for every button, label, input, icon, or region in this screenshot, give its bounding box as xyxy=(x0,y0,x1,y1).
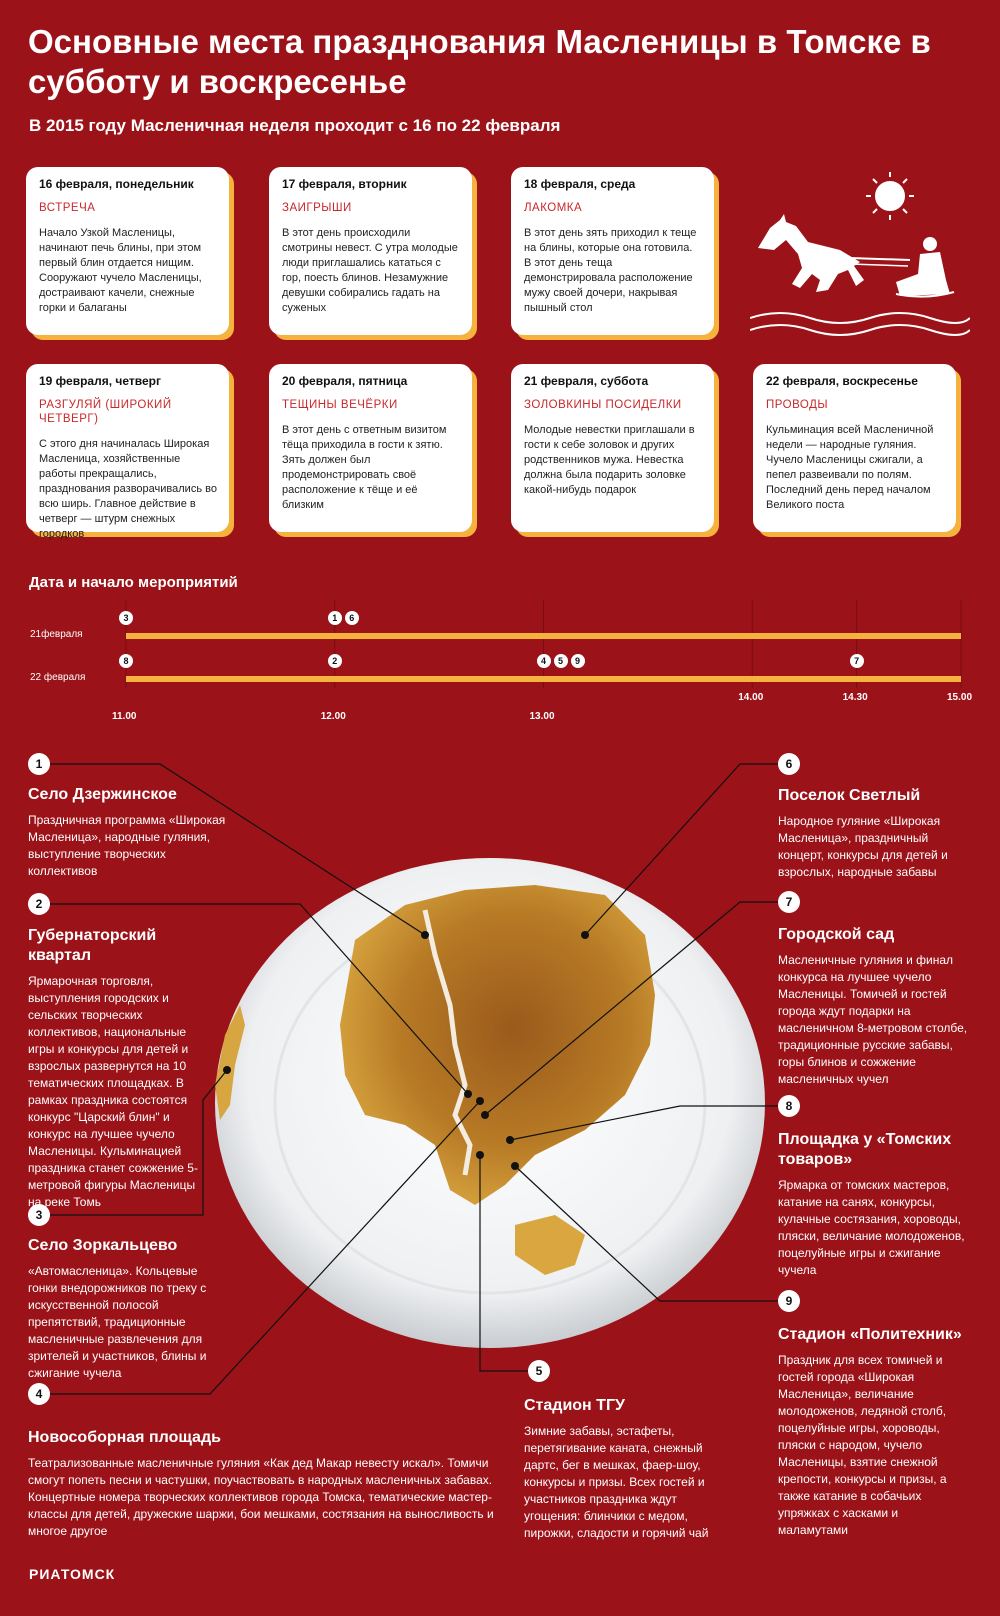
timeline-title: Дата и начало мероприятий xyxy=(29,574,238,591)
location-text: Праздничная программа «Широкая Масленица… xyxy=(28,813,226,878)
timeline-tick-label: 14.00 xyxy=(738,692,764,703)
day-text: В этот день зять приходил к теще на блин… xyxy=(524,227,697,314)
timeline-marker: 6 xyxy=(344,611,359,625)
location-name: Поселок Светлый xyxy=(778,787,921,804)
timeline-tick-label: 11.00 xyxy=(112,711,137,722)
location-2: Губернаторский квартал Ярмарочная торгов… xyxy=(28,926,208,1211)
location-name: Площадка у «Томских товаров» xyxy=(778,1131,952,1168)
location-text: «Автомасленица». Кольцевые гонки внедоро… xyxy=(28,1264,207,1380)
location-1: Село Дзержинское Праздничная программа «… xyxy=(28,785,238,880)
day-text: Кульминация всей Масленичной недели — на… xyxy=(766,424,934,511)
day-name: ЗОЛОВКИНЫ ПОСИДЕЛКИ xyxy=(524,399,682,411)
day-date: 17 февраля, вторник xyxy=(282,177,407,191)
timeline-marker: 3 xyxy=(119,611,133,625)
day-text: С этого дня начиналась Широкая Масленица… xyxy=(39,438,217,540)
day-card-1: 16 февраля, понедельник ВСТРЕЧА Начало У… xyxy=(26,167,229,335)
brand-logo: РИАТОМСК xyxy=(29,1566,116,1582)
day-name: ВСТРЕЧА xyxy=(39,202,96,214)
day-text: В этот день происходили смотрины невест.… xyxy=(282,227,458,314)
day-name: ЗАИГРЫШИ xyxy=(282,202,352,214)
location-badge-7: 7 xyxy=(778,891,800,913)
location-name: Новособорная площадь xyxy=(28,1429,221,1446)
location-4: Новособорная площадь Театрализованные ма… xyxy=(28,1428,498,1540)
location-name: Стадион ТГУ xyxy=(524,1397,625,1414)
location-9: Стадион «Политехник» Праздник для всех т… xyxy=(778,1325,970,1539)
page-subtitle: В 2015 году Масленичная неделя проходит … xyxy=(29,116,561,135)
timeline-marker: 8 xyxy=(119,654,133,668)
timeline-marker: 9 xyxy=(570,654,585,668)
timeline-row-label: 22 февраля xyxy=(30,672,86,683)
day-name: ТЕЩИНЫ ВЕЧЁРКИ xyxy=(282,399,398,411)
location-text: Народное гуляние «Широкая Масленица», пр… xyxy=(778,814,948,879)
day-card-3: 18 февраля, среда ЛАКОМКА В этот день зя… xyxy=(511,167,714,335)
timeline-bar xyxy=(126,676,961,682)
location-8: Площадка у «Томских товаров» Ярмарка от … xyxy=(778,1130,970,1279)
day-date: 18 февраля, среда xyxy=(524,177,636,191)
location-badge-6: 6 xyxy=(778,753,800,775)
sun-icon xyxy=(866,172,914,220)
timeline-tick-label: 13.00 xyxy=(529,711,555,722)
page-title: Основные места празднования Масленицы в … xyxy=(28,23,931,100)
location-badge-4: 4 xyxy=(28,1383,50,1405)
location-5: Стадион ТГУ Зимние забавы, эстафеты, пер… xyxy=(524,1396,734,1542)
location-3: Село Зоркальцево «Автомасленица». Кольце… xyxy=(28,1236,224,1382)
day-card-7: 22 февраля, воскресенье ПРОВОДЫ Кульмина… xyxy=(753,364,956,532)
day-card-4: 19 февраля, четверг РАЗГУЛЯЙ (ШИРОКИЙ ЧЕ… xyxy=(26,364,229,540)
day-date: 19 февраля, четверг xyxy=(39,374,161,388)
location-badge-5: 5 xyxy=(528,1360,550,1382)
timeline-marker: 7 xyxy=(849,654,864,668)
timeline-marker: 4 xyxy=(536,654,551,668)
location-name: Село Зоркальцево xyxy=(28,1237,178,1254)
day-date: 20 февраля, пятница xyxy=(282,374,408,388)
day-card-6: 21 февраля, суббота ЗОЛОВКИНЫ ПОСИДЕЛКИ … xyxy=(511,364,714,532)
pancake-plate-image xyxy=(215,858,765,1348)
timeline-marker: 2 xyxy=(327,654,342,668)
day-text: В этот день с ответным визитом тёща прих… xyxy=(282,424,447,511)
timeline-marker: 1 xyxy=(327,611,342,625)
location-badge-9: 9 xyxy=(778,1290,800,1312)
day-name: ПРОВОДЫ xyxy=(766,399,829,411)
timeline-tick-label: 15.00 xyxy=(947,692,973,703)
location-text: Зимние забавы, эстафеты, перетягивание к… xyxy=(524,1424,709,1540)
day-text: Молодые невестки приглашали в гости к се… xyxy=(524,424,695,496)
day-name: ЛАКОМКА xyxy=(524,202,583,214)
location-name: Стадион «Политехник» xyxy=(778,1326,962,1343)
leader-lines xyxy=(50,763,780,1395)
timeline-row-label: 21февраля xyxy=(30,629,83,640)
day-date: 22 февраля, воскресенье xyxy=(766,374,918,388)
location-text: Масленичные гуляния и финал конкурса на … xyxy=(778,953,968,1086)
day-name: РАЗГУЛЯЙ (ШИРОКИЙ ЧЕТВЕРГ) xyxy=(39,399,172,425)
location-badge-1: 1 xyxy=(28,753,50,775)
location-name: Городской сад xyxy=(778,926,895,943)
location-text: Праздник для всех томичей и гостей город… xyxy=(778,1353,947,1537)
timeline-marker: 5 xyxy=(553,654,568,668)
location-badge-3: 3 xyxy=(28,1204,50,1226)
location-text: Ярмарочная торговля, выступления городск… xyxy=(28,974,198,1209)
location-badge-8: 8 xyxy=(778,1095,800,1117)
timeline-tick-label: 12.00 xyxy=(320,711,346,722)
day-date: 16 февраля, понедельник xyxy=(39,177,194,191)
day-card-5: 20 февраля, пятница ТЕЩИНЫ ВЕЧЁРКИ В это… xyxy=(269,364,472,532)
location-badge-2: 2 xyxy=(28,893,50,915)
timeline-tick-label: 14.30 xyxy=(842,692,868,703)
location-text: Театрализованные масленичные гуляния «Ка… xyxy=(28,1456,494,1538)
location-name: Село Дзержинское xyxy=(28,786,177,803)
location-7: Городской сад Масленичные гуляния и фина… xyxy=(778,925,970,1088)
location-name: Губернаторский квартал xyxy=(28,927,157,964)
location-text: Ярмарка от томских мастеров, катание на … xyxy=(778,1178,965,1277)
day-card-2: 17 февраля, вторник ЗАИГРЫШИ В этот день… xyxy=(269,167,472,335)
location-6: Поселок Светлый Народное гуляние «Широка… xyxy=(778,786,968,881)
day-date: 21 февраля, суббота xyxy=(524,374,649,388)
horse-sleigh-icon xyxy=(750,172,970,336)
timeline-bar xyxy=(126,633,961,639)
day-text: Начало Узкой Масленицы, начинают печь бл… xyxy=(39,227,202,314)
